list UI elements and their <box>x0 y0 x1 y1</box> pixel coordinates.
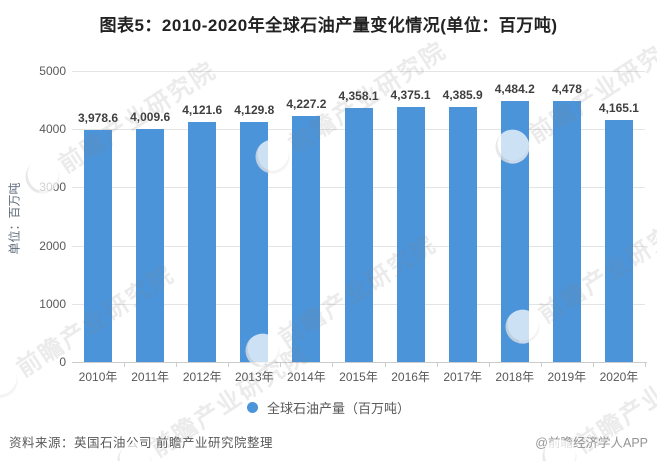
x-axis-category-label: 2014年 <box>287 370 326 384</box>
x-axis-tick <box>280 363 282 367</box>
x-axis-category-label: 2015年 <box>339 370 378 384</box>
y-tick-label: 5000 <box>39 64 66 78</box>
bar-value-label: 4,121.6 <box>182 103 223 118</box>
bar-value-label: 4,478 <box>551 82 582 97</box>
bar-value-label: 4,227.2 <box>286 96 327 111</box>
bar <box>188 122 217 362</box>
x-axis-tick <box>176 363 178 367</box>
x-axis-category-label: 2012年 <box>182 370 222 384</box>
x-axis-tick <box>645 363 646 367</box>
x-axis-tick <box>332 363 334 367</box>
credit-text: @前瞻经济学人APP <box>535 436 648 450</box>
x-axis-category-label: 2010年 <box>78 370 118 384</box>
bar <box>500 101 529 362</box>
x-axis-tick <box>124 363 126 367</box>
x-axis-tick <box>540 363 542 367</box>
x-axis-category-label: 2019年 <box>547 370 587 384</box>
y-axis-unit-label: 单位：百万吨 <box>7 182 22 255</box>
bar <box>552 101 581 362</box>
y-tick-label: 2000 <box>39 238 66 253</box>
bar-value-label: 4,385.9 <box>442 87 483 102</box>
source-text: 资料来源：英国石油公司 前瞻产业研究院整理 <box>9 436 273 450</box>
bar-value-label: 4,484.2 <box>494 82 535 97</box>
bar <box>240 121 269 362</box>
x-axis-category-label: 2016年 <box>391 370 430 384</box>
y-tick-label: 4000 <box>39 122 66 137</box>
x-axis-category-label: 2020年 <box>599 370 639 384</box>
footer: 资料来源：英国石油公司 前瞻产业研究院整理 @前瞻经济学人APP <box>0 432 657 451</box>
y-tick-label: 3000 <box>39 180 66 195</box>
x-axis-tick <box>592 363 594 367</box>
bar <box>136 128 165 362</box>
x-axis-tick <box>436 363 438 367</box>
bar <box>292 115 321 362</box>
chart-title: 图表5：2010-2020年全球石油产量变化情况(单位：百万吨) <box>99 16 558 35</box>
bar <box>448 106 477 362</box>
bar <box>396 107 425 362</box>
y-tick-label: 1000 <box>39 296 66 311</box>
gridline <box>72 71 645 72</box>
bar <box>84 130 113 362</box>
watermark-logo-icon <box>0 356 24 404</box>
bar <box>344 108 373 362</box>
x-axis-line <box>72 362 647 363</box>
bar-value-label: 4,375.1 <box>390 88 431 103</box>
bar-value-label: 4,358.1 <box>338 89 379 104</box>
x-axis-category-label: 2017年 <box>443 370 483 384</box>
legend-marker-icon <box>246 402 258 413</box>
legend-label: 全球石油产量（百万吨） <box>266 401 410 416</box>
bar <box>604 119 633 362</box>
legend: 全球石油产量（百万吨） <box>0 398 657 417</box>
bar-value-label: 4,009.6 <box>130 109 171 124</box>
bar-value-label: 4,165.1 <box>598 100 639 115</box>
bar-value-label: 3,978.6 <box>78 111 119 126</box>
x-axis-category-label: 2018年 <box>495 370 535 384</box>
watermark-text: 前瞻产业研究院 <box>534 206 657 329</box>
x-axis-tick <box>384 363 386 367</box>
x-axis-tick <box>228 363 230 367</box>
x-axis-tick <box>488 363 490 367</box>
x-axis-category-label: 2011年 <box>131 370 170 384</box>
y-tick-label: 0 <box>59 355 66 369</box>
bar-value-label: 4,129.8 <box>234 102 275 117</box>
